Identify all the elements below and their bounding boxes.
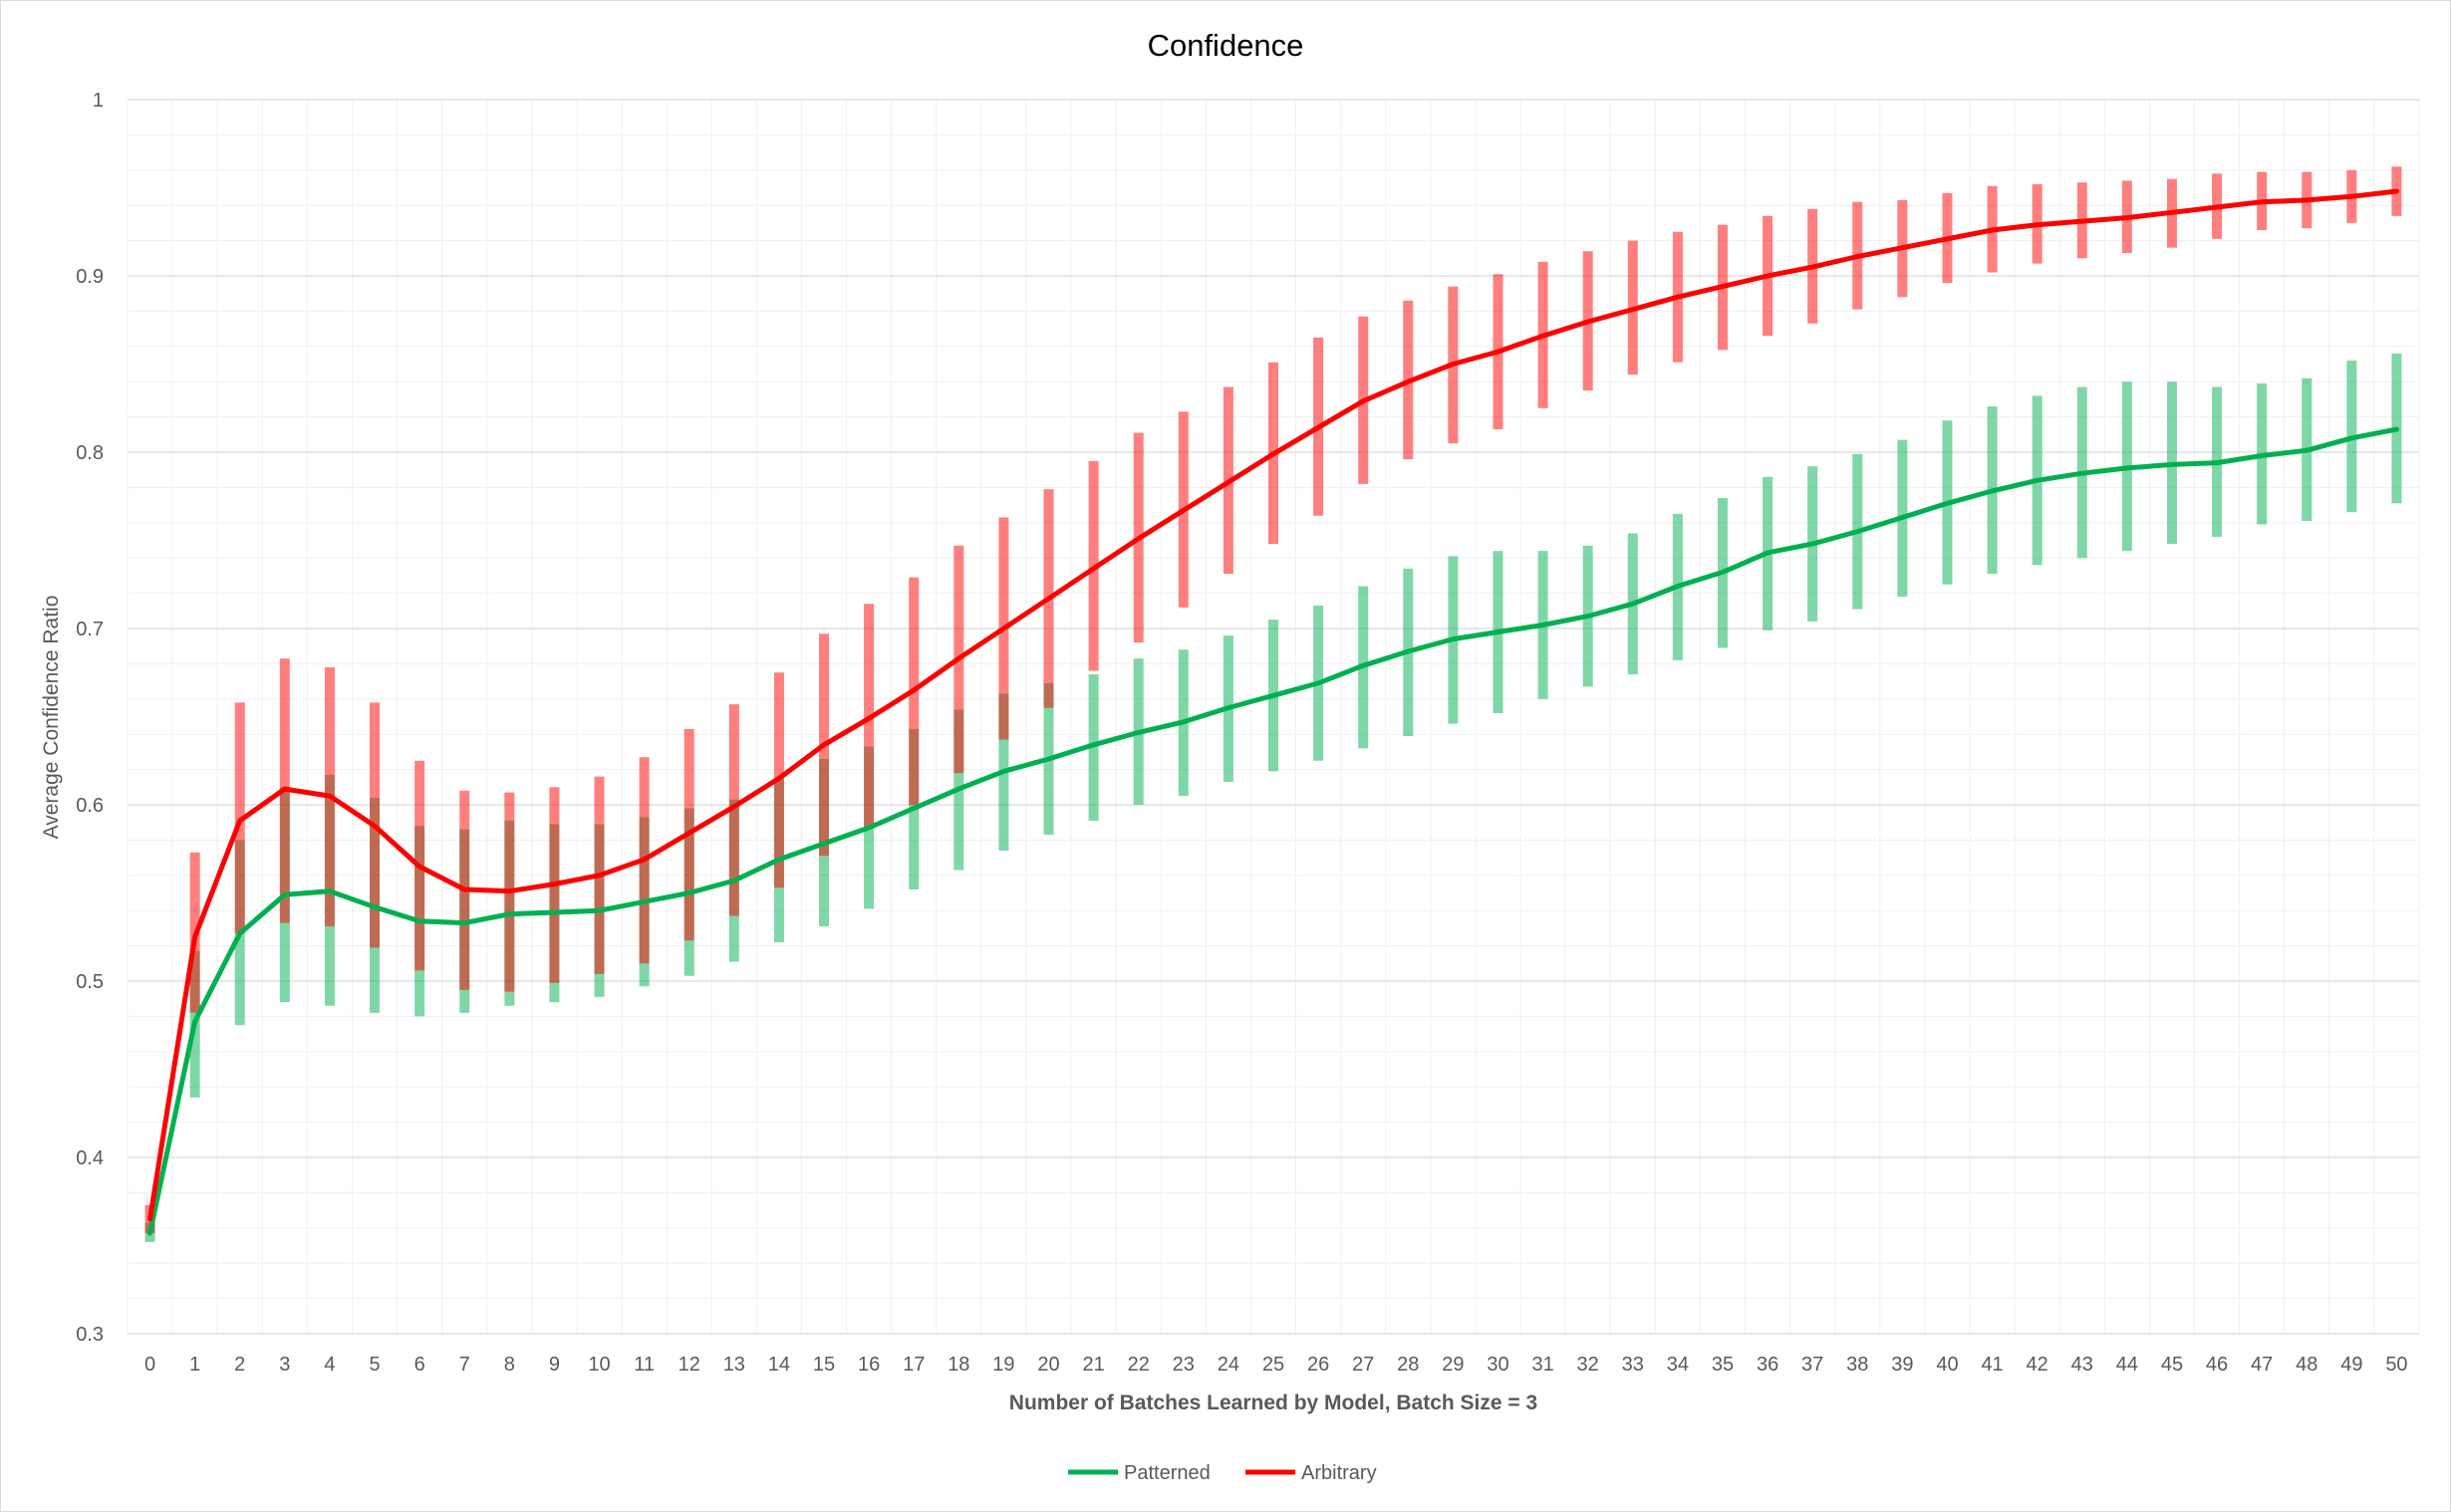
x-tick-label: 50 [2385, 1354, 2407, 1376]
x-tick-label: 48 [2296, 1354, 2317, 1376]
x-tick-label: 44 [2116, 1354, 2138, 1376]
x-tick-label: 0 [144, 1354, 155, 1376]
y-tick-label: 0.7 [76, 619, 104, 640]
x-tick-label: 25 [1262, 1354, 1284, 1376]
y-tick-label: 1 [93, 90, 104, 112]
x-tick-label: 35 [1712, 1354, 1734, 1376]
x-tick-label: 42 [2027, 1354, 2048, 1376]
y-tick-label: 0.3 [76, 1324, 104, 1346]
x-tick-label: 2 [234, 1354, 245, 1376]
x-tick-label: 7 [459, 1354, 470, 1376]
x-tick-label: 32 [1577, 1354, 1599, 1376]
x-tick-label: 10 [588, 1354, 610, 1376]
x-tick-label: 45 [2161, 1354, 2183, 1376]
x-tick-label: 20 [1037, 1354, 1059, 1376]
x-tick-label: 31 [1531, 1354, 1553, 1376]
chart-title: Confidence [1148, 28, 1304, 63]
series-line-arbitrary [147, 188, 2399, 1222]
x-tick-label: 37 [1801, 1354, 1823, 1376]
error-bars [144, 166, 2402, 1242]
y-tick-label: 0.6 [76, 795, 104, 817]
x-tick-label: 27 [1352, 1354, 1374, 1376]
x-tick-label: 47 [2251, 1354, 2273, 1376]
x-tick-label: 19 [992, 1354, 1014, 1376]
x-tick-label: 17 [903, 1354, 925, 1376]
x-tick-label: 12 [679, 1354, 700, 1376]
x-tick-label: 24 [1218, 1354, 1239, 1376]
x-tick-label: 30 [1487, 1354, 1508, 1376]
error-bar-arbitrary [728, 704, 739, 916]
x-axis-title: Number of Batches Learned by Model, Batc… [1009, 1391, 1537, 1414]
y-tick-label: 0.5 [76, 971, 104, 993]
x-tick-label: 34 [1667, 1354, 1689, 1376]
x-tick-label: 40 [1936, 1354, 1958, 1376]
x-tick-label: 14 [768, 1354, 790, 1376]
x-tick-label: 49 [2340, 1354, 2362, 1376]
x-tick-label: 38 [1846, 1354, 1868, 1376]
legend-label-arbitrary: Arbitrary [1301, 1462, 1377, 1484]
y-tick-label: 0.8 [76, 442, 104, 464]
x-tick-label: 41 [1981, 1354, 2003, 1376]
x-tick-label: 23 [1173, 1354, 1195, 1376]
x-tick-label: 11 [634, 1354, 655, 1376]
y-tick-labels: 0.3 0.4 0.5 0.6 0.7 0.8 0.9 1 [76, 90, 104, 1346]
minor-gridlines [127, 99, 2420, 1335]
x-tick-label: 46 [2206, 1354, 2228, 1376]
error-bar-patterned [1088, 674, 1099, 821]
x-tick-label: 33 [1622, 1354, 1644, 1376]
legend-label-patterned: Patterned [1124, 1462, 1211, 1484]
x-tick-label: 36 [1757, 1354, 1778, 1376]
y-axis-title: Average Confidence Ratio [40, 596, 63, 840]
x-tick-label: 18 [948, 1354, 969, 1376]
x-tick-label: 5 [369, 1354, 380, 1376]
x-tick-label: 28 [1397, 1354, 1419, 1376]
x-tick-label: 13 [723, 1354, 745, 1376]
y-tick-label: 0.9 [76, 266, 104, 288]
x-tick-label: 1 [189, 1354, 200, 1376]
x-tick-label: 3 [279, 1354, 290, 1376]
x-tick-label: 9 [549, 1354, 560, 1376]
x-tick-label: 39 [1891, 1354, 1913, 1376]
y-tick-label: 0.4 [76, 1147, 104, 1169]
x-tick-label: 15 [813, 1354, 835, 1376]
x-tick-labels: 0 1 2 3 4 5 6 7 8 9 10 11 12 13 14 15 16 17 18 19 20 21 22 23 24… [144, 1354, 2408, 1376]
x-tick-label: 22 [1128, 1354, 1150, 1376]
x-tick-label: 29 [1442, 1354, 1464, 1376]
x-tick-label: 43 [2071, 1354, 2093, 1376]
x-tick-label: 6 [414, 1354, 425, 1376]
x-tick-label: 16 [858, 1354, 880, 1376]
x-tick-label: 4 [324, 1354, 335, 1376]
x-tick-label: 8 [504, 1354, 515, 1376]
legend: Patterned Arbitrary [1068, 1462, 1377, 1484]
series-line-patterned [147, 426, 2399, 1236]
series-lines [147, 188, 2399, 1236]
x-tick-label: 21 [1082, 1354, 1104, 1376]
x-tick-label: 26 [1307, 1354, 1329, 1376]
